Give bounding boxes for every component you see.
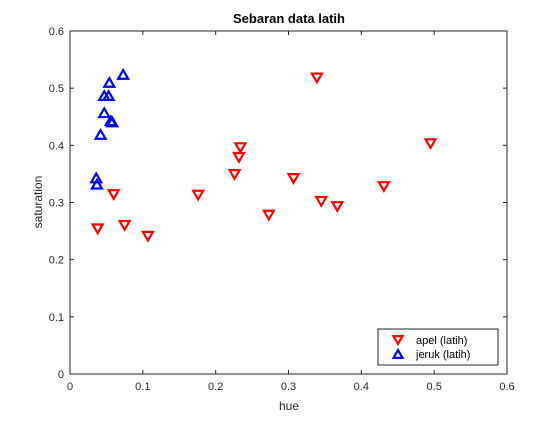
y-tick-label: 0.2 xyxy=(49,255,64,267)
x-tick-label: 0.3 xyxy=(281,381,296,393)
y-tick-label: 0.3 xyxy=(49,198,64,210)
legend-box xyxy=(377,328,499,366)
legend-apel-label: apel (latih) xyxy=(416,335,467,347)
jeruk-data-point xyxy=(102,75,117,88)
legend-jeruk-marker xyxy=(391,347,405,359)
y-tick-label: 0.1 xyxy=(49,312,64,324)
apel-data-point xyxy=(377,181,391,194)
apel-data-point xyxy=(90,223,105,236)
apel-data-point xyxy=(141,230,155,243)
apel-data-point xyxy=(286,173,301,186)
y-tick-label: 0 xyxy=(58,369,64,381)
y-tick-label: 0.4 xyxy=(49,140,64,152)
apel-data-point xyxy=(309,72,324,85)
jeruk-data-point xyxy=(101,89,116,102)
apel-data-point xyxy=(423,138,438,151)
legend-apel-marker xyxy=(391,335,405,347)
jeruk-data-point xyxy=(97,106,112,119)
x-tick-label: 0.1 xyxy=(135,381,150,393)
chart-title: Sebaran data latih xyxy=(233,11,345,26)
apel-data-point xyxy=(117,219,132,232)
x-tick-label: 0.6 xyxy=(499,381,514,393)
jeruk-data-point xyxy=(93,127,108,140)
apel-data-point xyxy=(191,189,206,202)
apel-data-point xyxy=(233,142,248,155)
apel-data-point xyxy=(227,169,242,182)
x-axis-label: hue xyxy=(279,399,299,413)
x-tick-label: 0.5 xyxy=(427,381,442,393)
apel-data-point xyxy=(261,209,276,222)
y-tick-label: 0.6 xyxy=(49,26,64,38)
jeruk-data-point xyxy=(116,67,131,80)
x-tick-label: 0 xyxy=(67,381,73,393)
jeruk-data-point xyxy=(105,115,120,128)
apel-data-point xyxy=(232,151,246,164)
jeruk-data-point xyxy=(90,177,104,190)
x-tick-label: 0.4 xyxy=(354,381,369,393)
apel-data-point xyxy=(106,189,121,202)
x-tick-label: 0.2 xyxy=(208,381,223,393)
apel-data-point xyxy=(314,195,329,208)
plot-area xyxy=(69,30,508,375)
legend-jeruk-label: jeruk (latih) xyxy=(415,349,470,361)
apel-data-point xyxy=(330,201,345,214)
y-axis-label: saturation xyxy=(31,176,45,229)
y-tick-label: 0.5 xyxy=(49,83,64,95)
